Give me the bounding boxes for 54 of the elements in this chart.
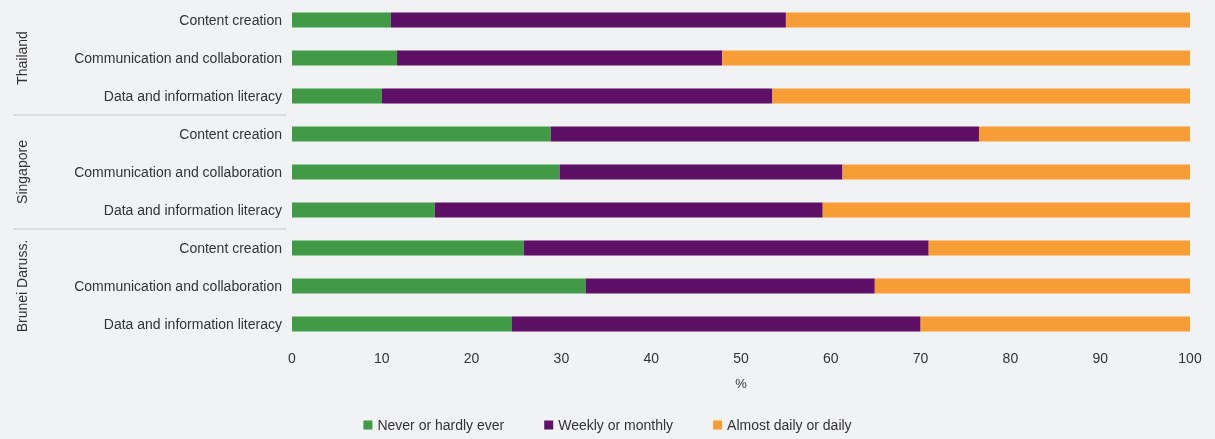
x-tick-label: 10	[374, 350, 390, 366]
bar	[292, 278, 586, 294]
x-tick-label: 70	[912, 350, 929, 366]
bar	[523, 240, 929, 256]
y-tick-label: Content creation	[179, 240, 282, 256]
x-tick-label: 90	[1092, 350, 1109, 366]
y-tick-label: Communication and collaboration	[74, 164, 282, 180]
x-tick-label: 0	[288, 350, 297, 366]
x-tick-label: 80	[1002, 350, 1019, 366]
bar	[292, 164, 560, 180]
bar	[550, 126, 979, 142]
y-tick-label: Communication and collaboration	[74, 278, 282, 294]
bar	[292, 202, 435, 218]
bar	[874, 278, 1190, 294]
bar	[381, 88, 773, 104]
legend-label: Almost daily or daily	[727, 417, 852, 433]
bar	[292, 316, 513, 332]
bar	[722, 50, 1190, 66]
x-axis-title: %	[735, 376, 748, 391]
bar	[822, 202, 1190, 218]
x-tick-label: 100	[1178, 350, 1202, 366]
bar	[397, 50, 723, 66]
y-tick-label: Data and information literacy	[103, 316, 282, 332]
y-tick-label: Data and information literacy	[103, 88, 282, 104]
bar	[292, 126, 551, 142]
y-tick-label: Content creation	[179, 12, 282, 28]
bar	[928, 240, 1190, 256]
bar	[292, 240, 524, 256]
y-tick-label: Data and information literacy	[103, 202, 282, 218]
bar	[585, 278, 875, 294]
bar	[292, 88, 382, 104]
y-tick-label: Content creation	[179, 126, 282, 142]
bar	[978, 126, 1190, 142]
bar	[292, 12, 391, 28]
bar	[920, 316, 1190, 332]
bar	[292, 50, 398, 66]
bar	[512, 316, 921, 332]
bar	[772, 88, 1190, 104]
y-tick-label: Communication and collaboration	[74, 50, 282, 66]
legend-label: Never or hardly ever	[377, 417, 505, 433]
bar	[434, 202, 823, 218]
x-tick-label: 60	[823, 350, 839, 366]
x-tick-label: 40	[643, 350, 660, 366]
bar	[390, 12, 786, 28]
bar	[842, 164, 1190, 180]
legend-label: Weekly or monthly	[558, 417, 674, 433]
x-tick-label: 50	[733, 350, 749, 366]
text: Singapore	[14, 139, 30, 204]
bar	[559, 164, 843, 180]
text: Thailand	[14, 31, 30, 85]
text: Brunei Daruss.	[14, 239, 30, 333]
x-tick-label: 30	[553, 350, 570, 366]
x-tick-label: 20	[463, 350, 480, 366]
bar	[785, 12, 1190, 28]
